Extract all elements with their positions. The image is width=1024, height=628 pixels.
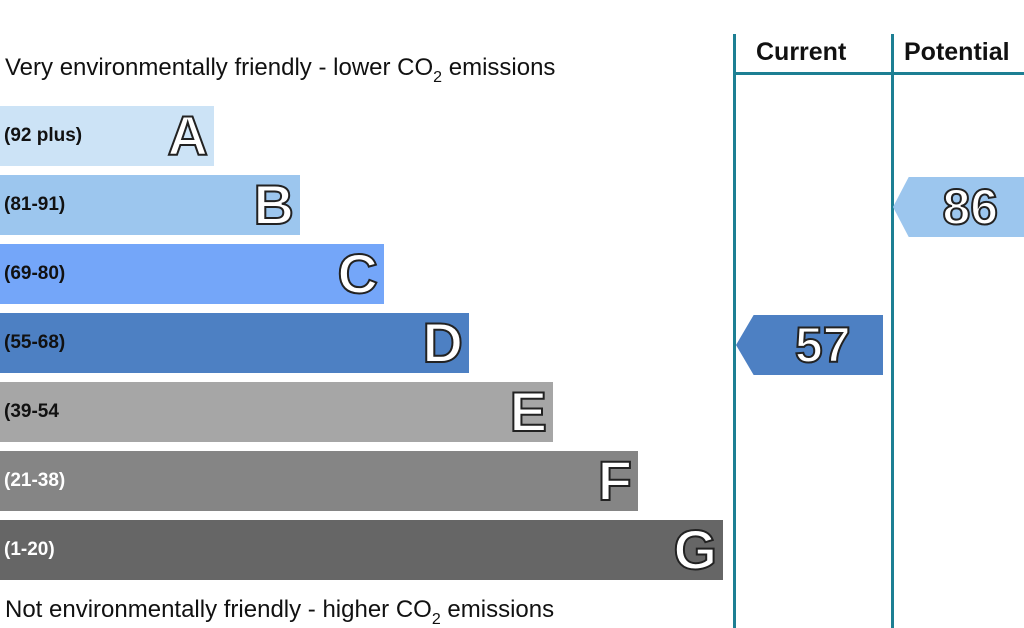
band-b-range: (81-91) <box>4 194 66 215</box>
band-f-letter: F <box>597 449 633 512</box>
top-caption-text: Very environmentally friendly - lower CO <box>5 54 434 81</box>
band-f: (21-38) F <box>0 449 638 512</box>
band-e-range: (39-54 <box>4 401 59 422</box>
bottom-caption-text: Not environmentally friendly - higher CO <box>5 596 432 623</box>
band-d: (55-68) D <box>0 311 469 374</box>
band-a-letter: A <box>167 104 209 167</box>
band-g: (1-20) G <box>0 518 723 581</box>
band-c: (69-80) C <box>0 242 384 305</box>
column-header-underline <box>733 72 1024 75</box>
band-d-range: (55-68) <box>4 332 66 353</box>
current-rating-value: 57 <box>794 316 852 374</box>
current-column-left-line <box>733 34 736 628</box>
band-a: (92 plus) A <box>0 104 214 167</box>
bottom-caption: Not environmentally friendly - higher CO… <box>5 596 555 628</box>
band-f-range: (21-38) <box>4 470 66 491</box>
potential-rating-arrow: 86 <box>893 177 1024 237</box>
band-b-letter: B <box>253 173 295 236</box>
top-caption-suffix: emissions <box>442 54 556 81</box>
potential-column-header: Potential <box>904 38 1010 66</box>
bottom-caption-suffix: emissions <box>440 596 555 623</box>
current-column-right-line <box>891 34 894 628</box>
band-e: (39-54 E <box>0 380 553 443</box>
potential-rating-value: 86 <box>941 178 999 236</box>
band-a-range: (92 plus) <box>4 125 83 146</box>
band-g-letter: G <box>672 518 718 581</box>
band-g-range: (1-20) <box>4 539 55 560</box>
bottom-caption-subscript: 2 <box>431 611 441 628</box>
band-c-range: (69-80) <box>4 263 66 284</box>
top-caption-subscript: 2 <box>433 69 443 86</box>
top-caption: Very environmentally friendly - lower CO… <box>5 54 556 86</box>
current-column-header: Current <box>756 38 847 66</box>
band-e-letter: E <box>509 380 548 443</box>
band-d-letter: D <box>422 311 464 374</box>
band-b: (81-91) B <box>0 173 300 236</box>
band-c-letter: C <box>337 242 379 305</box>
current-rating-arrow: 57 <box>736 315 883 375</box>
